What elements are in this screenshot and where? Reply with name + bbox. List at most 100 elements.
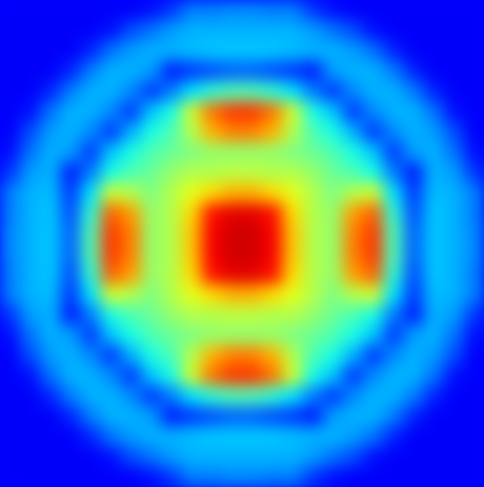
heat-cell — [444, 244, 465, 265]
heat-cell — [182, 20, 203, 41]
heat-cell — [61, 467, 82, 487]
heat-cell — [242, 223, 263, 244]
heat-cell — [202, 467, 223, 487]
heat-cell — [161, 162, 182, 183]
heat-cell — [343, 325, 364, 346]
heat-cell — [121, 325, 142, 346]
heat-cell — [262, 467, 283, 487]
heat-cell — [444, 0, 465, 21]
heat-cell — [464, 20, 484, 41]
heat-cell — [323, 244, 344, 265]
heat-cell — [383, 0, 404, 21]
heat-cell — [61, 244, 82, 265]
heat-cell — [383, 183, 404, 204]
heat-cell — [464, 142, 484, 163]
heat-cell — [61, 183, 82, 204]
heat-cell — [403, 61, 424, 82]
heat-cell — [383, 61, 404, 82]
heat-cell — [343, 162, 364, 183]
heat-cell — [424, 304, 445, 325]
heat-cell — [121, 81, 142, 102]
heat-cell — [444, 406, 465, 427]
heat-cell — [403, 304, 424, 325]
heat-cell — [121, 61, 142, 82]
heat-cell — [81, 467, 102, 487]
heat-cell — [403, 142, 424, 163]
heat-cell — [262, 284, 283, 305]
heat-cell — [424, 406, 445, 427]
heat-cell — [121, 101, 142, 122]
heat-cell — [121, 264, 142, 285]
heat-cell — [403, 386, 424, 407]
heat-cell — [323, 345, 344, 366]
heat-cell — [101, 244, 122, 265]
heat-cell — [242, 61, 263, 82]
heat-cell — [282, 244, 303, 265]
heat-cell — [363, 203, 384, 224]
heat-cell — [101, 20, 122, 41]
heat-cell — [424, 41, 445, 62]
heat-cell — [0, 61, 21, 82]
heat-cell — [81, 304, 102, 325]
heat-cell — [383, 264, 404, 285]
heat-cell — [182, 0, 203, 21]
heat-cell — [403, 365, 424, 386]
heat-cell — [262, 304, 283, 325]
heat-cell — [20, 183, 41, 204]
heat-cell — [262, 264, 283, 285]
heat-cell — [383, 406, 404, 427]
heat-cell — [242, 244, 263, 265]
heat-cell — [161, 304, 182, 325]
heat-cell — [61, 264, 82, 285]
heat-cell — [81, 203, 102, 224]
heat-cell — [444, 122, 465, 143]
heat-cell — [222, 467, 243, 487]
heat-cell — [383, 304, 404, 325]
heat-cell — [343, 20, 364, 41]
heat-cell — [121, 365, 142, 386]
heat-cell — [161, 223, 182, 244]
heat-cell — [424, 446, 445, 467]
heat-cell — [40, 426, 61, 447]
heat-cell — [61, 20, 82, 41]
heat-cell — [20, 0, 41, 21]
heat-cell — [161, 284, 182, 305]
heat-cell — [141, 325, 162, 346]
heat-cell — [383, 426, 404, 447]
heat-cell — [343, 406, 364, 427]
heat-cell — [464, 0, 484, 21]
heat-cell — [61, 345, 82, 366]
heat-cell — [363, 142, 384, 163]
heat-cell — [222, 264, 243, 285]
heat-cell — [101, 61, 122, 82]
heat-cell — [403, 244, 424, 265]
heat-cell — [141, 0, 162, 21]
heat-cell — [403, 20, 424, 41]
heat-cell — [242, 365, 263, 386]
heat-cell — [303, 122, 324, 143]
heat-cell — [222, 284, 243, 305]
heat-cell — [121, 386, 142, 407]
heat-cell — [182, 304, 203, 325]
heat-cell — [0, 244, 21, 265]
heat-cell — [161, 41, 182, 62]
heat-cell — [0, 142, 21, 163]
heat-cell — [424, 183, 445, 204]
heat-cell — [222, 162, 243, 183]
heat-cell — [101, 0, 122, 21]
heat-cell — [121, 223, 142, 244]
heat-cell — [464, 203, 484, 224]
heat-cell — [262, 183, 283, 204]
heat-cell — [101, 426, 122, 447]
heat-cell — [303, 244, 324, 265]
heat-cell — [0, 122, 21, 143]
heat-cell — [363, 325, 384, 346]
heat-cell — [182, 223, 203, 244]
heat-cell — [20, 345, 41, 366]
heat-cell — [141, 467, 162, 487]
heat-cell — [403, 101, 424, 122]
heat-cell — [444, 386, 465, 407]
heat-cell — [141, 244, 162, 265]
heat-cell — [282, 264, 303, 285]
heat-cell — [303, 304, 324, 325]
